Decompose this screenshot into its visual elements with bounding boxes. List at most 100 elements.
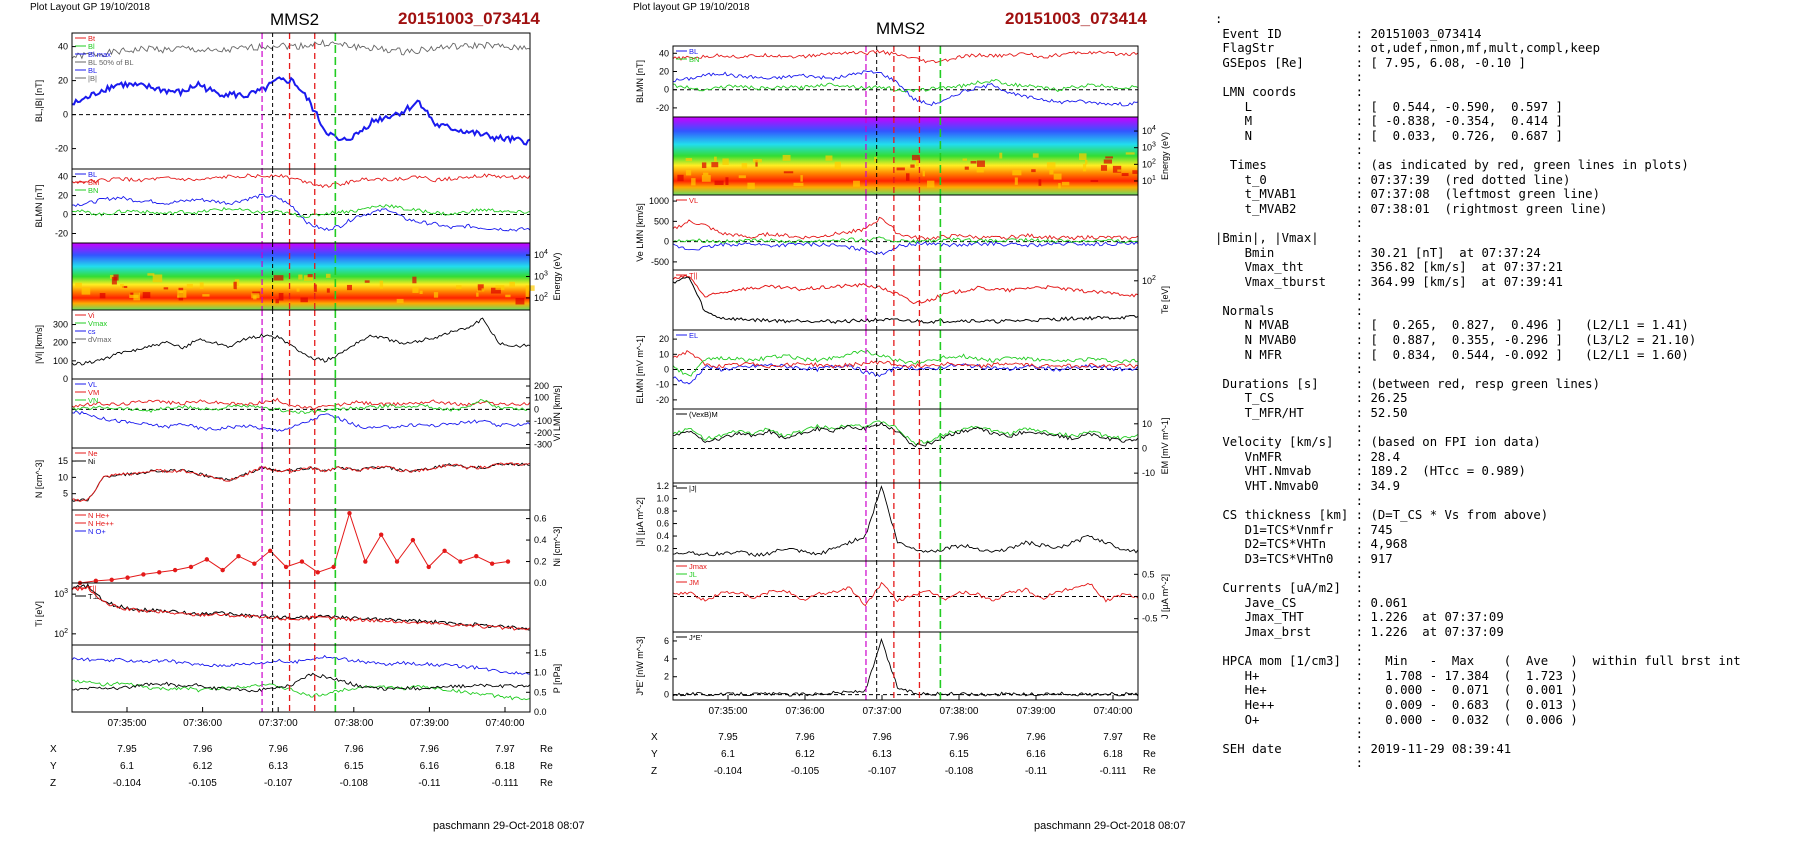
info-line: Jmax_THT : 1.226 at 07:37:09 (1215, 610, 1504, 625)
legend-entry: VM (88, 388, 99, 397)
y-axis-label: P [nPa] (552, 664, 562, 693)
spectrogram-speck (691, 178, 696, 186)
y-tick-label: 101 (1142, 175, 1156, 186)
legend-entry: Bl max (88, 50, 111, 59)
spectrogram-speck (307, 274, 313, 278)
time-tick-label: 07:35:00 (709, 706, 748, 717)
spectrogram-speck (722, 158, 729, 165)
spectrogram-speck (379, 280, 384, 289)
spectrogram-speck (326, 288, 330, 293)
y-tick-label: 20 (58, 76, 68, 86)
spectrogram-speck (874, 156, 877, 163)
series-line-VN (71, 398, 531, 415)
series-line-BN (71, 204, 531, 219)
legend-entry: VL (88, 380, 97, 389)
y-axis-label: Ni [cm^-3] (552, 526, 562, 566)
info-line: VHT.Nmvab0 : 34.9 (1215, 479, 1401, 493)
y-axis-label: ELMN [mV m^-1] (635, 335, 645, 403)
spectrogram-speck (1100, 165, 1108, 171)
legend-entry: Jmax (689, 562, 707, 571)
panel-frame (672, 482, 1139, 562)
left-panel-6 (71, 447, 531, 511)
info-line: Currents [uA/m2] : (1215, 581, 1364, 596)
pos-row-label-z: Z (50, 778, 57, 789)
legend-entry: N He++ (88, 519, 114, 528)
spectrogram-speck (163, 287, 169, 290)
spectrogram-speck (1032, 153, 1039, 158)
series-line-BL (672, 70, 1139, 107)
legend-entry: BN (689, 55, 699, 64)
y-axis-label: Ti [eV] (34, 601, 44, 627)
spectrogram-speck (714, 180, 724, 185)
spectrogram-speck (109, 274, 114, 279)
y-tick-label: 20 (659, 66, 669, 76)
spectrogram-speck (1031, 169, 1036, 173)
y-tick-label: 0 (664, 237, 669, 247)
spectrogram-speck (346, 284, 352, 291)
y-tick-label: 102 (1142, 275, 1156, 286)
legend-entry: BN (88, 186, 98, 195)
info-line: Durations [s] : (between red, resp green… (1215, 376, 1600, 391)
y-tick-label: -10 (1142, 468, 1155, 478)
series-line-BL (71, 193, 531, 232)
spectrogram-speck (738, 175, 746, 179)
spectrogram-speck (1125, 152, 1135, 155)
time-tick-label: 07:39:00 (410, 718, 449, 729)
info-line: Normals : (1215, 303, 1364, 318)
y-tick-label: 15 (58, 456, 68, 466)
position-cell: 6.12 (192, 761, 213, 772)
series-line-Ne (71, 462, 531, 503)
info-line: : (1215, 216, 1364, 231)
y-tick-label: 0 (1142, 443, 1147, 453)
spectrogram-speck (1090, 179, 1099, 182)
left-panel-9 (71, 644, 531, 713)
spectrogram-speck (525, 290, 529, 297)
position-cell: 7.96 (344, 744, 364, 755)
y-tick-label: 20 (659, 334, 669, 344)
series-line-(VexB)M (672, 421, 1139, 448)
info-line: CS thickness [km] : (D=T_CS * Vs from ab… (1215, 508, 1549, 523)
spectrogram-speck (1105, 156, 1113, 159)
y-tick-label: 0.2 (656, 544, 669, 554)
y-tick-label: 0.6 (656, 519, 669, 529)
legend-entry: N He+ (88, 511, 110, 520)
spectrogram-speck (481, 288, 485, 292)
series-line-T|| (672, 274, 1139, 305)
spectrogram-speck (1085, 159, 1088, 165)
position-cell: 7.96 (419, 744, 440, 755)
spectrogram-speck (490, 287, 501, 294)
spectrogram-speck (178, 287, 184, 291)
series-line-T|| (71, 585, 531, 631)
info-line: VHT.Nmvab : 189.2 (HTcc = 0.989) (1215, 464, 1526, 479)
spectrogram-speck (701, 175, 711, 182)
y-tick-label: 200 (534, 381, 549, 391)
y-tick-label: 103 (54, 588, 68, 599)
series-line-|B| (71, 38, 531, 60)
spectrogram-speck (133, 292, 141, 301)
left-event-title: 20151003_073414 (398, 9, 540, 28)
spectrogram-speck (685, 169, 692, 176)
series-line-VeM (672, 216, 1139, 241)
position-cell: 6.1 (721, 749, 735, 760)
mid-event-title: 20151003_073414 (1005, 9, 1147, 28)
spectrogram-speck (970, 160, 977, 164)
position-cell: -0.104 (713, 766, 743, 777)
info-line: t_0 : 07:37:39 (red dotted line) (1215, 172, 1571, 187)
mid-panel-2 (672, 116, 1139, 196)
spectrogram-speck (911, 154, 920, 161)
y-tick-label: 0.2 (534, 557, 547, 567)
legend-entry: Ne (88, 449, 98, 458)
y-axis-label: Ve LMN [km/s] (635, 203, 645, 262)
legend-entry: BL 50% of BL (88, 58, 134, 67)
position-cell: -0.104 (112, 778, 142, 789)
y-axis-label: BL,|B| [nT] (34, 80, 44, 122)
spectrogram-speck (741, 163, 748, 169)
time-tick-label: 07:40:00 (486, 718, 525, 729)
info-line: t_MVAB2 : 07:38:01 (rightmost green line… (1215, 201, 1608, 216)
series-line-JM (672, 581, 1139, 607)
info-line: Vmax_tht : 356.82 [km/s] at 07:37:21 (1215, 260, 1563, 275)
mid-panel-8 (672, 560, 1139, 633)
panel-frame (71, 447, 531, 511)
legend-entry: BM (88, 178, 99, 187)
legend-entry: Bt (88, 34, 96, 43)
